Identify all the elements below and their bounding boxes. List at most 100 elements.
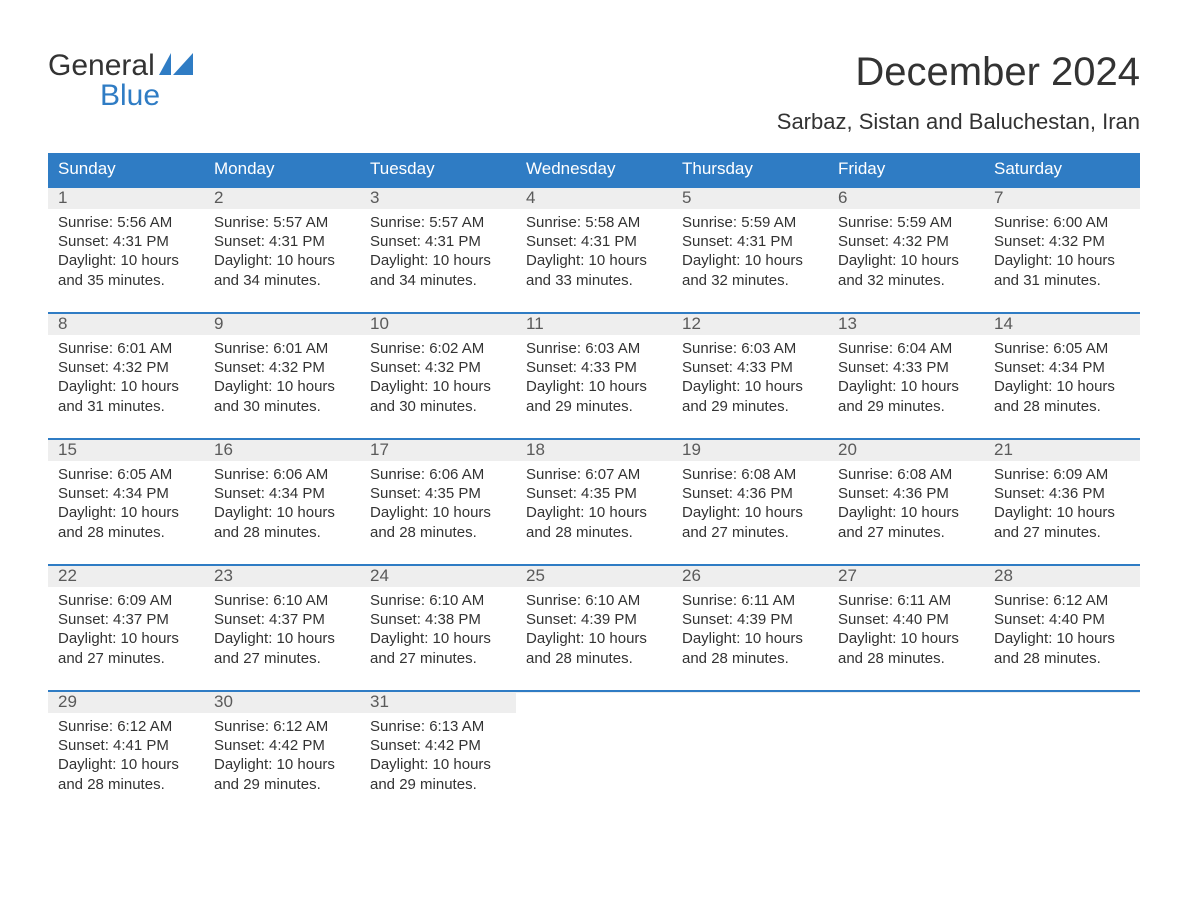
day-number: 3 xyxy=(370,188,379,207)
sunset-text: Sunset: 4:32 PM xyxy=(994,232,1130,251)
sunset-text: Sunset: 4:37 PM xyxy=(214,610,350,629)
sunrise-text: Sunrise: 6:05 AM xyxy=(994,339,1130,358)
sunset-text: Sunset: 4:37 PM xyxy=(58,610,194,629)
daylight-line1: Daylight: 10 hours xyxy=(370,503,506,522)
day-number: 10 xyxy=(370,314,389,333)
daylight-line2: and 29 minutes. xyxy=(526,397,662,416)
sunrise-text: Sunrise: 6:00 AM xyxy=(994,213,1130,232)
calendar-day xyxy=(828,692,984,816)
sunset-text: Sunset: 4:31 PM xyxy=(58,232,194,251)
daynum-row xyxy=(984,692,1140,693)
title-block: December 2024 Sarbaz, Sistan and Baluche… xyxy=(777,50,1140,135)
daylight-line2: and 27 minutes. xyxy=(214,649,350,668)
day-body: Sunrise: 6:07 AMSunset: 4:35 PMDaylight:… xyxy=(516,461,672,542)
sunset-text: Sunset: 4:34 PM xyxy=(58,484,194,503)
sunrise-text: Sunrise: 6:06 AM xyxy=(214,465,350,484)
sunset-text: Sunset: 4:33 PM xyxy=(838,358,974,377)
daylight-line1: Daylight: 10 hours xyxy=(58,251,194,270)
daynum-row xyxy=(672,692,828,693)
daylight-line1: Daylight: 10 hours xyxy=(370,377,506,396)
calendar-day: 7Sunrise: 6:00 AMSunset: 4:32 PMDaylight… xyxy=(984,188,1140,312)
daynum-row xyxy=(516,692,672,693)
day-body: Sunrise: 6:13 AMSunset: 4:42 PMDaylight:… xyxy=(360,713,516,794)
sunset-text: Sunset: 4:39 PM xyxy=(526,610,662,629)
daylight-line2: and 30 minutes. xyxy=(370,397,506,416)
day-body: Sunrise: 6:12 AMSunset: 4:41 PMDaylight:… xyxy=(48,713,204,794)
day-number: 2 xyxy=(214,188,223,207)
daylight-line2: and 30 minutes. xyxy=(214,397,350,416)
calendar-day: 14Sunrise: 6:05 AMSunset: 4:34 PMDayligh… xyxy=(984,314,1140,438)
daylight-line1: Daylight: 10 hours xyxy=(370,251,506,270)
daynum-row: 24 xyxy=(360,566,516,587)
sunrise-text: Sunrise: 6:02 AM xyxy=(370,339,506,358)
daylight-line1: Daylight: 10 hours xyxy=(994,629,1130,648)
calendar-day: 5 Sunrise: 5:59 AMSunset: 4:31 PMDaylight… xyxy=(672,188,828,312)
day-number: 5 xyxy=(682,188,691,207)
day-body: Sunrise: 6:08 AMSunset: 4:36 PMDaylight:… xyxy=(828,461,984,542)
day-body: Sunrise: 5:59 AMSunset: 4:31 PMDaylight:… xyxy=(672,209,828,290)
daynum-row: 7 xyxy=(984,188,1140,209)
day-body: Sunrise: 5:57 AMSunset: 4:31 PMDaylight:… xyxy=(360,209,516,290)
daylight-line2: and 34 minutes. xyxy=(370,271,506,290)
daylight-line2: and 32 minutes. xyxy=(838,271,974,290)
sunset-text: Sunset: 4:36 PM xyxy=(682,484,818,503)
daylight-line1: Daylight: 10 hours xyxy=(838,629,974,648)
daylight-line2: and 32 minutes. xyxy=(682,271,818,290)
calendar-day: 28Sunrise: 6:12 AMSunset: 4:40 PMDayligh… xyxy=(984,566,1140,690)
sunrise-text: Sunrise: 5:57 AM xyxy=(370,213,506,232)
calendar-day: 8 Sunrise: 6:01 AMSunset: 4:32 PMDaylight… xyxy=(48,314,204,438)
daylight-line1: Daylight: 10 hours xyxy=(526,503,662,522)
day-number: 8 xyxy=(58,314,67,333)
sunrise-text: Sunrise: 6:05 AM xyxy=(58,465,194,484)
sunrise-text: Sunrise: 5:57 AM xyxy=(214,213,350,232)
calendar: Sunday Monday Tuesday Wednesday Thursday… xyxy=(48,153,1140,816)
daynum-row: 23 xyxy=(204,566,360,587)
calendar-day: 26Sunrise: 6:11 AMSunset: 4:39 PMDayligh… xyxy=(672,566,828,690)
calendar-day xyxy=(516,692,672,816)
daylight-line1: Daylight: 10 hours xyxy=(58,629,194,648)
day-body: Sunrise: 6:01 AMSunset: 4:32 PMDaylight:… xyxy=(48,335,204,416)
day-body: Sunrise: 6:02 AMSunset: 4:32 PMDaylight:… xyxy=(360,335,516,416)
daylight-line2: and 29 minutes. xyxy=(370,775,506,794)
sunset-text: Sunset: 4:40 PM xyxy=(994,610,1130,629)
daylight-line2: and 28 minutes. xyxy=(682,649,818,668)
sunrise-text: Sunrise: 6:01 AM xyxy=(214,339,350,358)
calendar-day: 15Sunrise: 6:05 AMSunset: 4:34 PMDayligh… xyxy=(48,440,204,564)
daynum-row: 28 xyxy=(984,566,1140,587)
logo: General Blue xyxy=(48,50,207,111)
daynum-row xyxy=(828,692,984,693)
sunrise-text: Sunrise: 6:10 AM xyxy=(214,591,350,610)
sunrise-text: Sunrise: 6:04 AM xyxy=(838,339,974,358)
day-body: Sunrise: 6:11 AMSunset: 4:39 PMDaylight:… xyxy=(672,587,828,668)
daynum-row: 30 xyxy=(204,692,360,713)
day-body: Sunrise: 6:01 AMSunset: 4:32 PMDaylight:… xyxy=(204,335,360,416)
dow-friday: Friday xyxy=(828,153,984,186)
sunrise-text: Sunrise: 6:03 AM xyxy=(526,339,662,358)
day-number: 28 xyxy=(994,566,1013,585)
daylight-line2: and 27 minutes. xyxy=(838,523,974,542)
day-body: Sunrise: 6:00 AMSunset: 4:32 PMDaylight:… xyxy=(984,209,1140,290)
sunset-text: Sunset: 4:35 PM xyxy=(370,484,506,503)
sunrise-text: Sunrise: 6:07 AM xyxy=(526,465,662,484)
sunset-text: Sunset: 4:42 PM xyxy=(214,736,350,755)
weeks-container: 1Sunrise: 5:56 AMSunset: 4:31 PMDaylight… xyxy=(48,186,1140,816)
day-body: Sunrise: 6:06 AMSunset: 4:35 PMDaylight:… xyxy=(360,461,516,542)
day-number: 30 xyxy=(214,692,233,711)
day-number: 20 xyxy=(838,440,857,459)
calendar-week: 8Sunrise: 6:01 AMSunset: 4:32 PMDaylight… xyxy=(48,312,1140,438)
day-number: 24 xyxy=(370,566,389,585)
daylight-line2: and 31 minutes. xyxy=(994,271,1130,290)
calendar-day: 16Sunrise: 6:06 AMSunset: 4:34 PMDayligh… xyxy=(204,440,360,564)
logo-top-row: General xyxy=(48,50,207,82)
day-number: 11 xyxy=(526,314,544,333)
daylight-line2: and 27 minutes. xyxy=(682,523,818,542)
daynum-row: 6 xyxy=(828,188,984,209)
daylight-line1: Daylight: 10 hours xyxy=(214,755,350,774)
day-number: 25 xyxy=(526,566,545,585)
sunrise-text: Sunrise: 5:59 AM xyxy=(682,213,818,232)
calendar-day: 12Sunrise: 6:03 AMSunset: 4:33 PMDayligh… xyxy=(672,314,828,438)
sunset-text: Sunset: 4:32 PM xyxy=(214,358,350,377)
calendar-day xyxy=(672,692,828,816)
day-number: 22 xyxy=(58,566,77,585)
day-number: 18 xyxy=(526,440,545,459)
